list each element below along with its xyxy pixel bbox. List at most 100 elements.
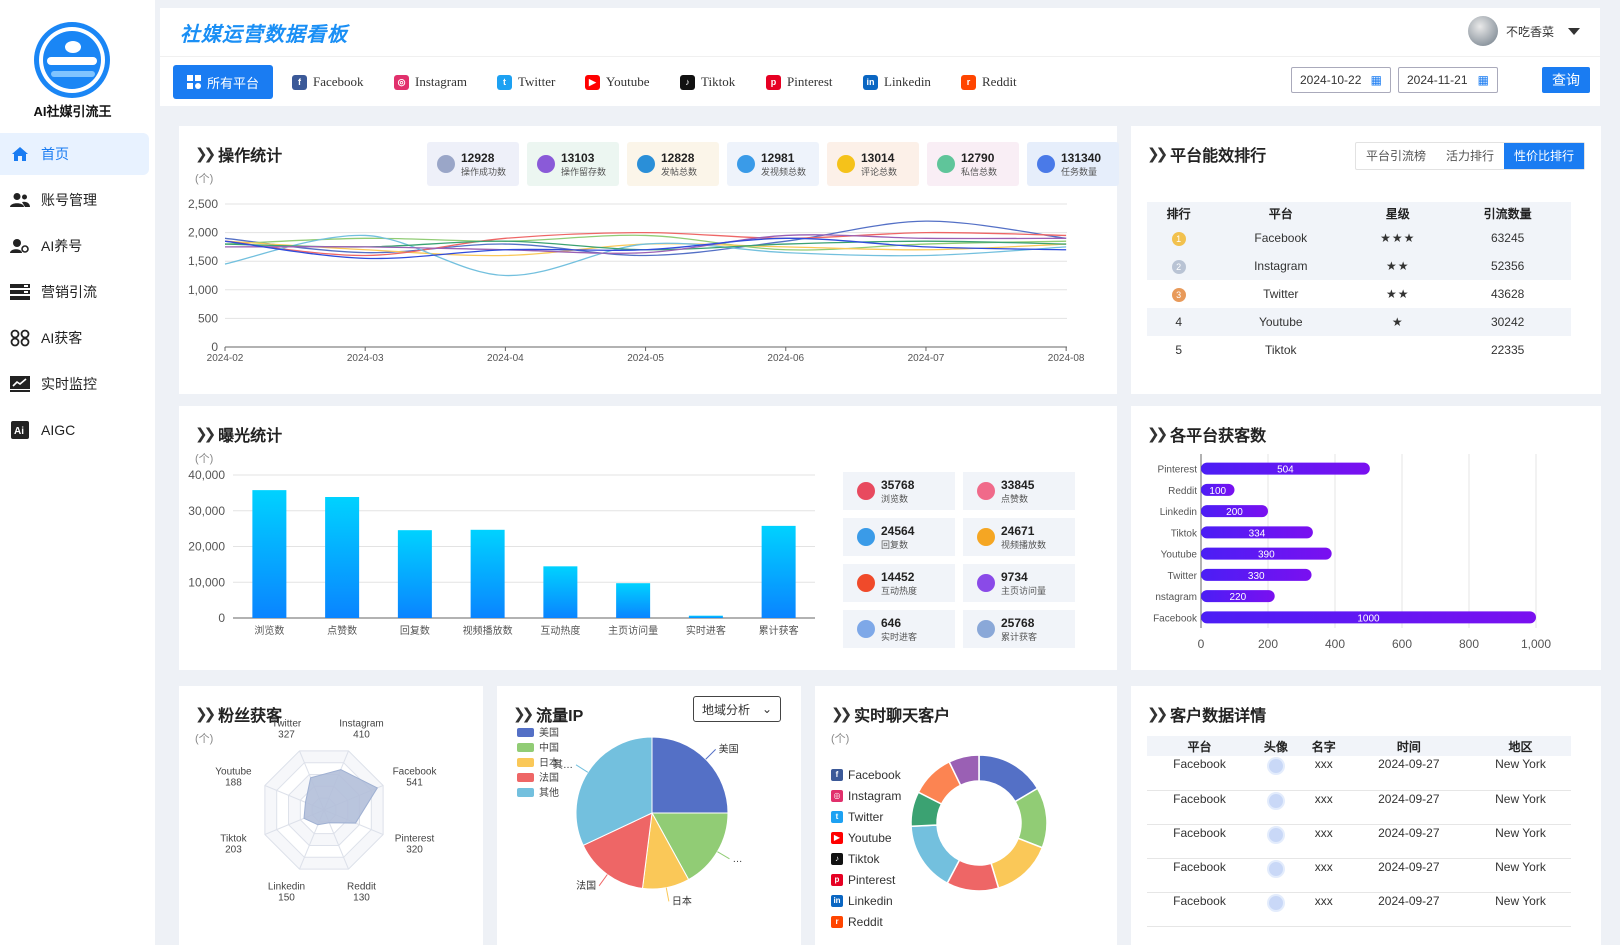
table-row[interactable]: Facebook xxx 2024-09-27 New York [1147,790,1571,825]
sidebar-item-label: AI获客 [41,330,83,346]
bar[interactable] [470,529,505,618]
ops-line-chart: 0 500 1,000 1,500 2,000 2,500 2024-02 2024-03 20… [188,197,1085,364]
legend-item[interactable]: in Linkedin [831,890,901,911]
legend-swatch[interactable] [517,743,534,752]
avatar[interactable] [1467,16,1498,46]
bar[interactable] [1201,505,1268,518]
bar[interactable] [761,525,796,618]
tab-value-rank[interactable]: 性价比排行 [1503,143,1584,169]
tab-traffic-rank[interactable]: 平台引流榜 [1365,149,1426,163]
series-line[interactable] [224,234,1067,277]
sidebar-item-ai-acquire[interactable]: AI获客 [0,317,149,359]
stat-value: 35768 [881,477,915,492]
donut-segment[interactable] [948,754,980,787]
table-row[interactable]: Facebook xxx 2024-09-27 New York [1147,858,1571,893]
sidebar-item-accounts[interactable]: 账号管理 [0,179,149,221]
tab-facebook[interactable]: f Facebook [292,65,364,99]
legend-swatch[interactable] [517,758,534,767]
tab-label: Youtube [606,74,650,89]
avatar-cell [1251,892,1300,927]
tab-instagram[interactable]: ◎ Instagram [394,65,467,99]
bar[interactable] [325,497,360,618]
query-button[interactable]: 查询 [1542,67,1590,93]
rank-table: 排行 平台 星级 引流数量 1 Facebook ★★★ 63245 2 Instagr… [1147,202,1571,364]
sidebar-item-ai-nurture[interactable]: AI养号 [0,225,149,267]
radar-label: Instagram [339,719,383,730]
tiktok-icon: ♪ [680,74,695,90]
user-menu[interactable]: 不吃香菜 [1467,16,1580,46]
legend-item[interactable]: t Twitter [831,806,901,827]
table-row[interactable]: 1 Facebook ★★★ 63245 [1147,224,1571,252]
bar[interactable] [1201,483,1235,496]
table-row[interactable]: 4 Youtube ★ 30242 [1147,308,1571,336]
tab-linkedin[interactable]: in Linkedin [863,65,931,99]
bar[interactable] [1201,568,1312,581]
legend-item[interactable]: ▶ Youtube [831,827,901,848]
sidebar-item-label: 实时监控 [41,376,97,392]
pie-slice[interactable] [582,812,653,889]
table-row[interactable]: 2 Instagram ★★ 52356 [1147,252,1571,280]
bar[interactable] [1201,547,1332,560]
radar-area[interactable] [303,769,379,826]
double-chevron-icon: ❯❯ [1147,146,1168,163]
tab-pinterest[interactable]: p Pinterest [766,65,833,99]
legend-label: Tiktok [848,851,880,866]
legend-label: 其他 [539,786,559,799]
legend-item[interactable]: ♪ Tiktok [831,848,901,869]
pie-slice[interactable] [651,812,729,881]
table-row[interactable]: Facebook xxx 2024-09-27 New York [1147,824,1571,859]
tab-tiktok[interactable]: ♪ Tiktok [680,65,735,99]
bar[interactable] [1201,462,1370,475]
table-row[interactable]: Facebook xxx 2024-09-27 New York [1147,756,1571,791]
legend-item[interactable]: f Facebook [831,764,901,785]
bar[interactable] [688,615,723,618]
series-line[interactable] [224,237,1067,260]
legend-swatch[interactable] [517,773,534,782]
series-line[interactable] [224,220,1067,257]
legend-item[interactable]: p Pinterest [831,869,901,890]
bar[interactable] [1201,526,1313,539]
sidebar-item-marketing[interactable]: 营销引流 [0,271,149,313]
x-tick-label: 累计获客 [759,624,799,637]
exposure-panel: ❯❯ 曝光统计 (个) 0 10,000 20,000 30,000 40,000 浏览数点… [179,406,1117,670]
series-line[interactable] [224,234,1067,251]
table-row[interactable]: Facebook xxx 2024-09-27 New York [1147,892,1571,927]
end-date-input[interactable]: 2024-11-21 ▦ [1398,67,1498,93]
sidebar-item-monitor[interactable]: 实时监控 [0,363,149,405]
tab-reddit[interactable]: r Reddit [961,65,1017,99]
bar[interactable] [397,530,432,618]
legend-swatch[interactable] [517,788,534,797]
tab-activity-rank[interactable]: 活力排行 [1445,149,1494,163]
stat-label: 私信总数 [961,166,998,177]
bar[interactable] [543,566,578,618]
series-line[interactable] [224,234,1067,254]
double-chevron-icon: ❯❯ [513,706,534,723]
donut-segment[interactable] [910,824,961,885]
stat-label: 累计获客 [1001,631,1038,642]
start-date-input[interactable]: 2024-10-22 ▦ [1291,67,1391,93]
sidebar-item-aigc[interactable]: Ai AIGC [0,409,149,451]
series-line[interactable] [224,231,1067,257]
table-row[interactable]: 3 Twitter ★★ 43628 [1147,280,1571,308]
sidebar-item-home[interactable]: 首页 [0,133,149,175]
x-tick-label: 600 [1392,637,1412,651]
legend-swatch[interactable] [517,728,534,737]
tab-youtube[interactable]: ▶ Youtube [585,65,649,99]
table-row[interactable]: 5 Tiktok 22335 [1147,336,1571,364]
legend-item[interactable]: r Reddit [831,911,901,932]
bar[interactable] [252,490,287,618]
table-cell: xxx [1299,756,1348,791]
pie-slice[interactable] [651,736,729,814]
tab-twitter[interactable]: t Twitter [497,65,555,99]
region-select[interactable]: 地域分析 ⌄ [693,696,781,722]
tiktok-icon: ♪ [831,852,843,865]
bar[interactable] [1201,590,1275,603]
tab-all-platforms[interactable]: 所有平台 [173,65,274,99]
donut-segment[interactable] [990,837,1044,890]
chevron-down-icon[interactable] [1568,27,1580,35]
bar[interactable] [616,583,651,618]
pie-slice[interactable] [575,736,653,847]
stat-icon [857,528,875,546]
legend-item[interactable]: ◎ Instagram [831,785,901,806]
bar[interactable] [1201,611,1536,624]
